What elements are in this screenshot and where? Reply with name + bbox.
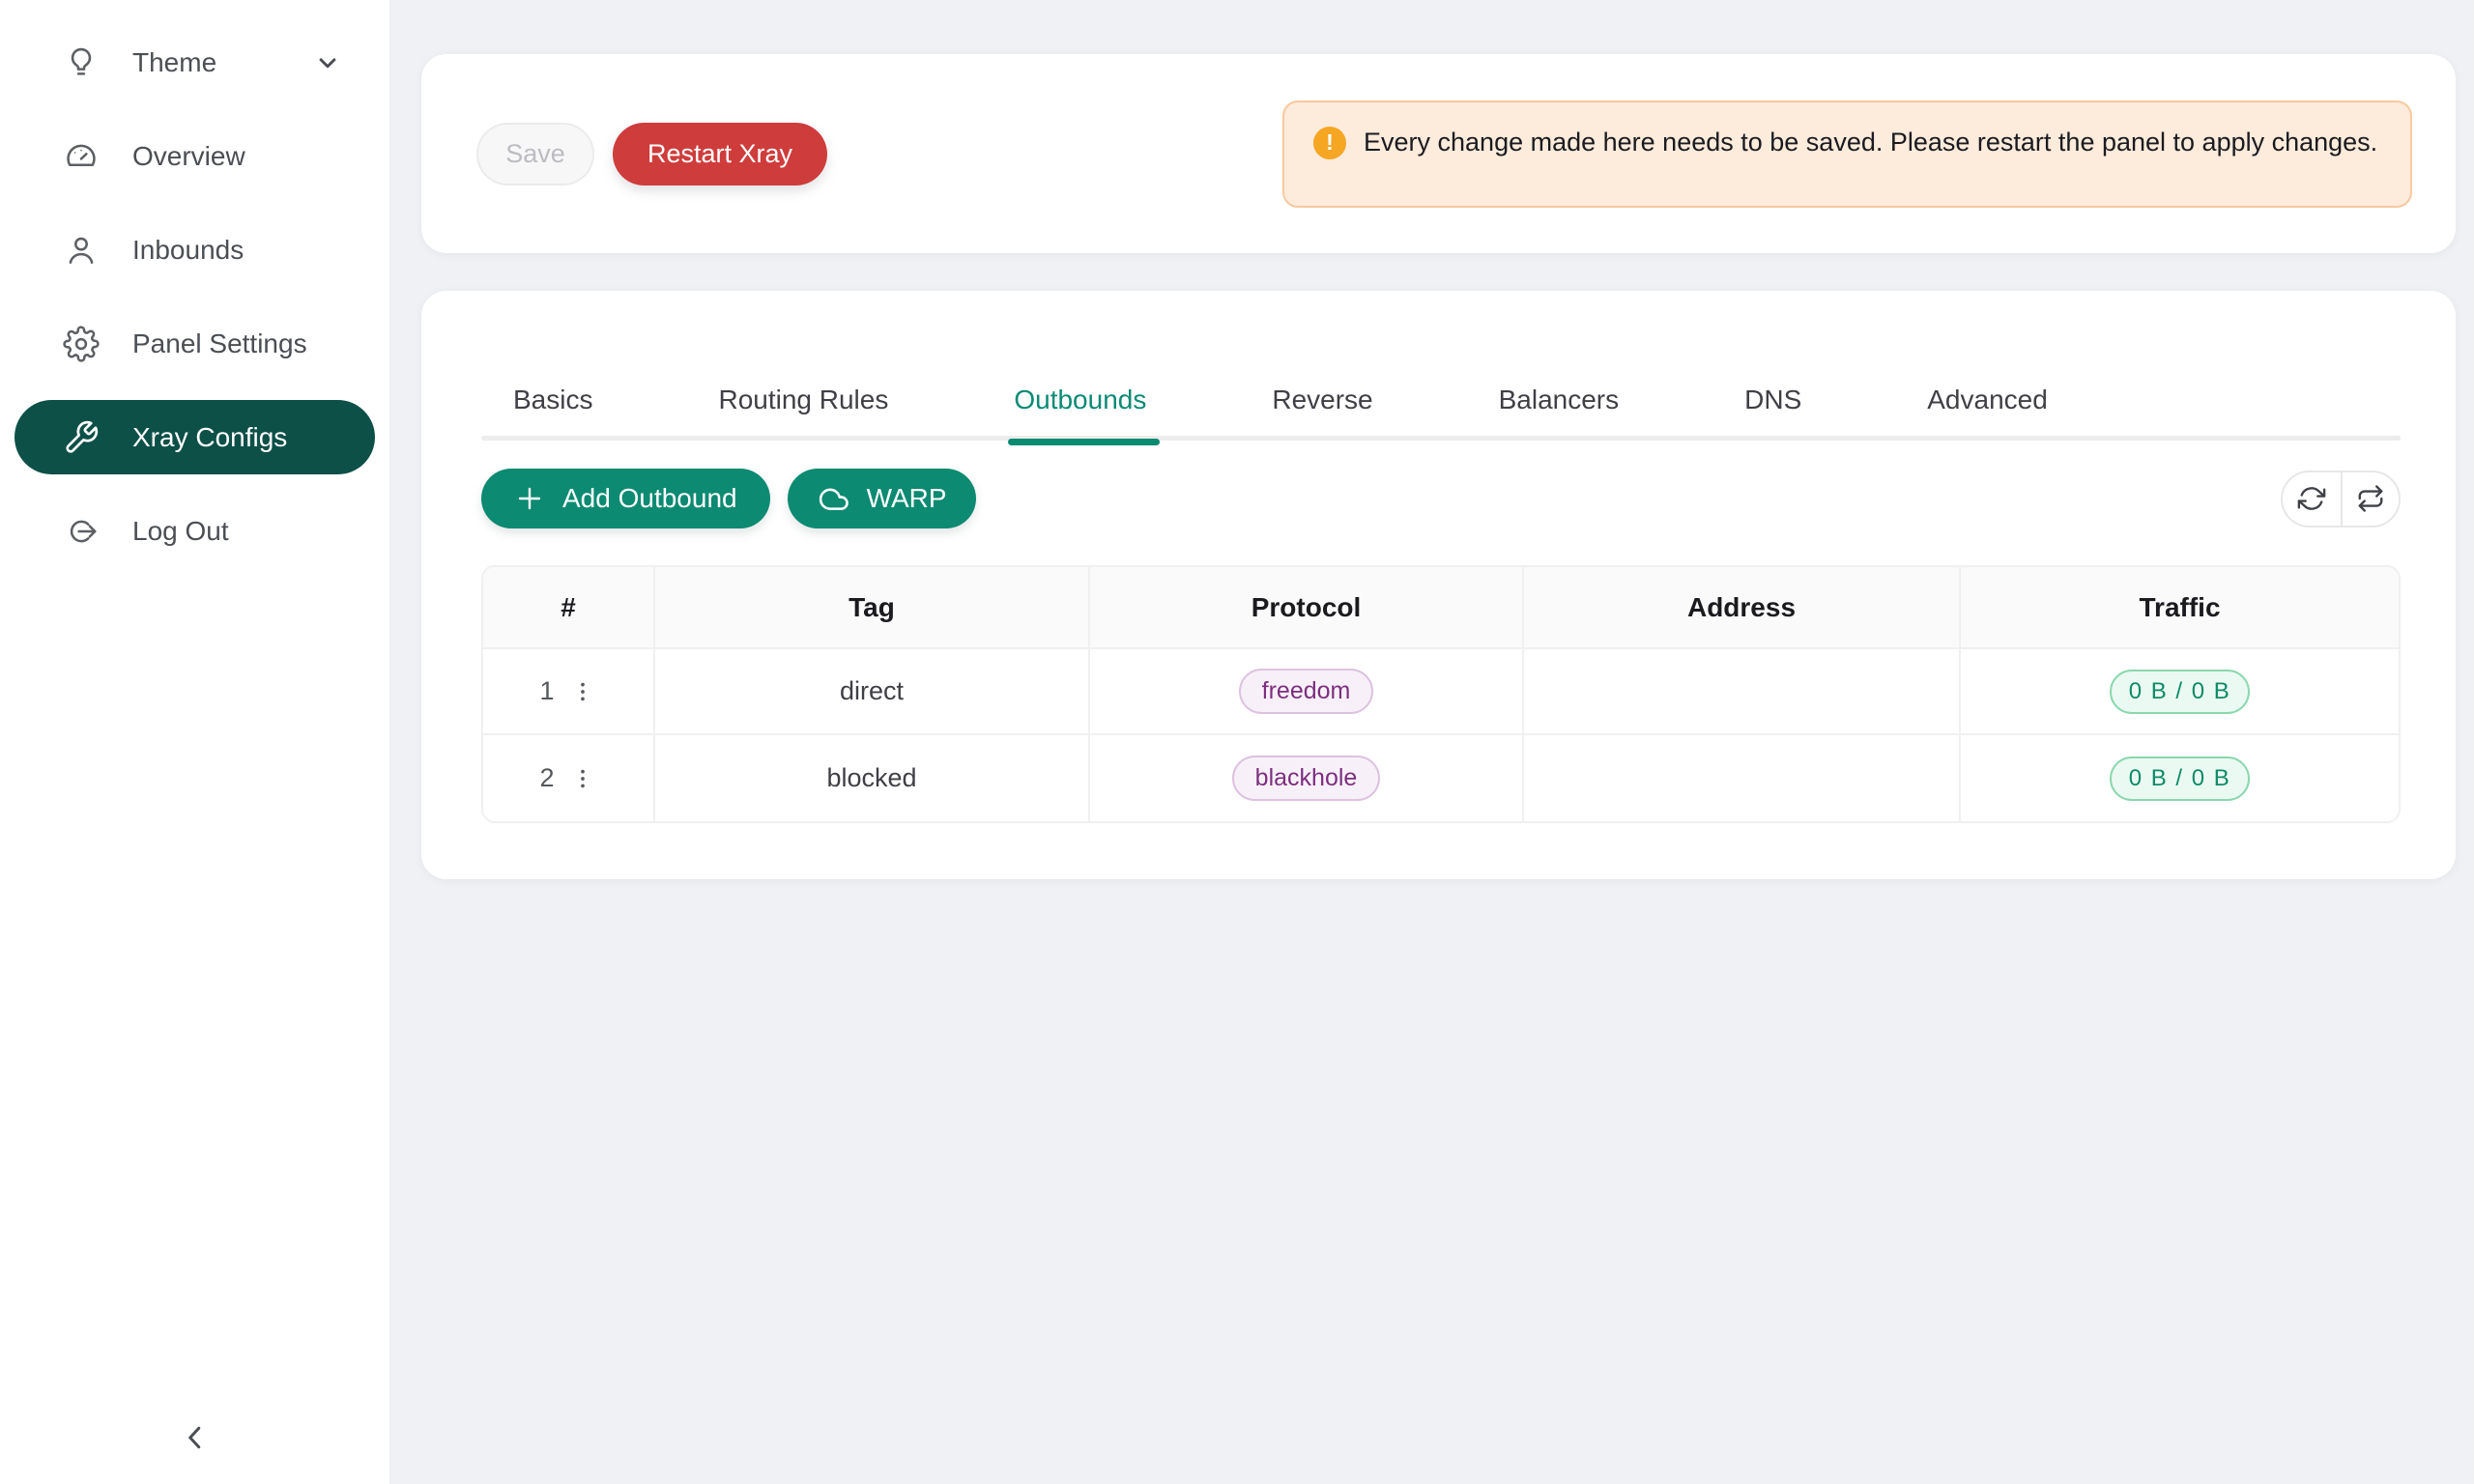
- table-cell-traffic: 0 B / 0 B: [1961, 649, 2399, 735]
- reset-traffic-button[interactable]: [2341, 471, 2399, 526]
- outbounds-toolbar: Add Outbound WARP: [481, 469, 2401, 528]
- refresh-button[interactable]: [2283, 472, 2341, 526]
- row-menu-button[interactable]: [568, 677, 597, 706]
- exclamation-circle-icon: !: [1313, 126, 1346, 159]
- column-header-address: Address: [1524, 567, 1961, 649]
- table-row-index: 1: [483, 649, 655, 735]
- table-cell-protocol: blackhole: [1090, 735, 1524, 821]
- wrench-icon: [61, 417, 101, 458]
- table-cell-address: [1524, 735, 1961, 821]
- tab-routing-rules[interactable]: Routing Rules: [718, 385, 889, 414]
- tab-dns[interactable]: DNS: [1744, 385, 1802, 414]
- sidebar: Theme Overview Inbounds: [0, 0, 389, 1484]
- protocol-badge: blackhole: [1231, 756, 1381, 801]
- sidebar-item-label: Xray Configs: [132, 421, 288, 452]
- xray-config-card: Basics Routing Rules Outbounds Reverse B…: [421, 291, 2456, 879]
- row-number: 1: [539, 676, 555, 705]
- table-cell-traffic: 0 B / 0 B: [1961, 735, 2399, 821]
- warp-label: WARP: [866, 483, 947, 513]
- dashboard-icon: [61, 136, 101, 177]
- sidebar-collapse-button[interactable]: [174, 1416, 216, 1459]
- add-outbound-button[interactable]: Add Outbound: [481, 469, 770, 528]
- sidebar-item-label: Log Out: [132, 515, 229, 546]
- ellipsis-vertical-icon: [570, 679, 595, 704]
- add-outbound-label: Add Outbound: [562, 483, 737, 513]
- sidebar-item-panel-settings[interactable]: Panel Settings: [14, 306, 375, 381]
- plus-icon: [514, 483, 545, 514]
- logout-icon: [61, 511, 101, 552]
- header-card: Save Restart Xray ! Every change made he…: [421, 54, 2456, 253]
- outbound-tools-group: [2281, 470, 2401, 528]
- refresh-icon: [2297, 484, 2326, 513]
- sidebar-item-label: Inbounds: [132, 234, 245, 265]
- repeat-icon: [2356, 484, 2385, 513]
- chevron-left-icon: [178, 1420, 213, 1455]
- column-header-tag: Tag: [655, 567, 1090, 649]
- table-row-index: 2: [483, 735, 655, 821]
- sidebar-item-label: Overview: [132, 140, 245, 171]
- tab-advanced[interactable]: Advanced: [1927, 385, 2048, 414]
- sidebar-item-overview[interactable]: Overview: [14, 119, 375, 193]
- chevron-down-icon: [313, 48, 342, 77]
- gear-icon: [61, 324, 101, 364]
- table-cell-tag: blocked: [655, 735, 1090, 821]
- traffic-badge: 0 B / 0 B: [2109, 756, 2251, 801]
- protocol-badge: freedom: [1238, 669, 1374, 714]
- sidebar-item-xray-configs[interactable]: Xray Configs: [14, 400, 375, 474]
- alert-message: Every change made here needs to be saved…: [1364, 127, 2378, 157]
- sidebar-item-theme[interactable]: Theme: [14, 25, 375, 100]
- tab-balancers[interactable]: Balancers: [1498, 385, 1620, 414]
- lightbulb-icon: [61, 43, 101, 83]
- cloud-icon: [817, 482, 849, 515]
- sidebar-item-label: Panel Settings: [132, 328, 307, 358]
- restart-xray-button[interactable]: Restart Xray: [613, 122, 828, 186]
- save-button[interactable]: Save: [476, 122, 594, 186]
- config-tabs: Basics Routing Rules Outbounds Reverse B…: [481, 291, 2401, 445]
- column-header-traffic: Traffic: [1961, 567, 2399, 649]
- table-cell-protocol: freedom: [1090, 649, 1524, 735]
- tab-outbounds[interactable]: Outbounds: [1008, 385, 1161, 445]
- tab-reverse[interactable]: Reverse: [1272, 385, 1373, 414]
- sidebar-item-log-out[interactable]: Log Out: [14, 494, 375, 568]
- traffic-badge: 0 B / 0 B: [2109, 669, 2251, 714]
- restart-warning-alert: ! Every change made here needs to be sav…: [1282, 100, 2412, 208]
- table-cell-tag: direct: [655, 649, 1090, 735]
- row-menu-button[interactable]: [568, 764, 597, 793]
- tab-basics[interactable]: Basics: [513, 385, 593, 414]
- main-content: Save Restart Xray ! Every change made he…: [389, 0, 2474, 1484]
- sidebar-nav: Theme Overview Inbounds: [0, 0, 389, 568]
- column-header-index: #: [483, 567, 655, 649]
- sidebar-item-inbounds[interactable]: Inbounds: [14, 213, 375, 287]
- sidebar-item-label: Theme: [132, 46, 217, 77]
- column-header-protocol: Protocol: [1090, 567, 1524, 649]
- warp-button[interactable]: WARP: [787, 469, 976, 528]
- outbounds-table: # Tag Protocol Address Traffic 1 direct: [481, 565, 2401, 823]
- row-number: 2: [539, 763, 555, 792]
- user-icon: [61, 230, 101, 271]
- ellipsis-vertical-icon: [570, 766, 595, 791]
- table-cell-address: [1524, 649, 1961, 735]
